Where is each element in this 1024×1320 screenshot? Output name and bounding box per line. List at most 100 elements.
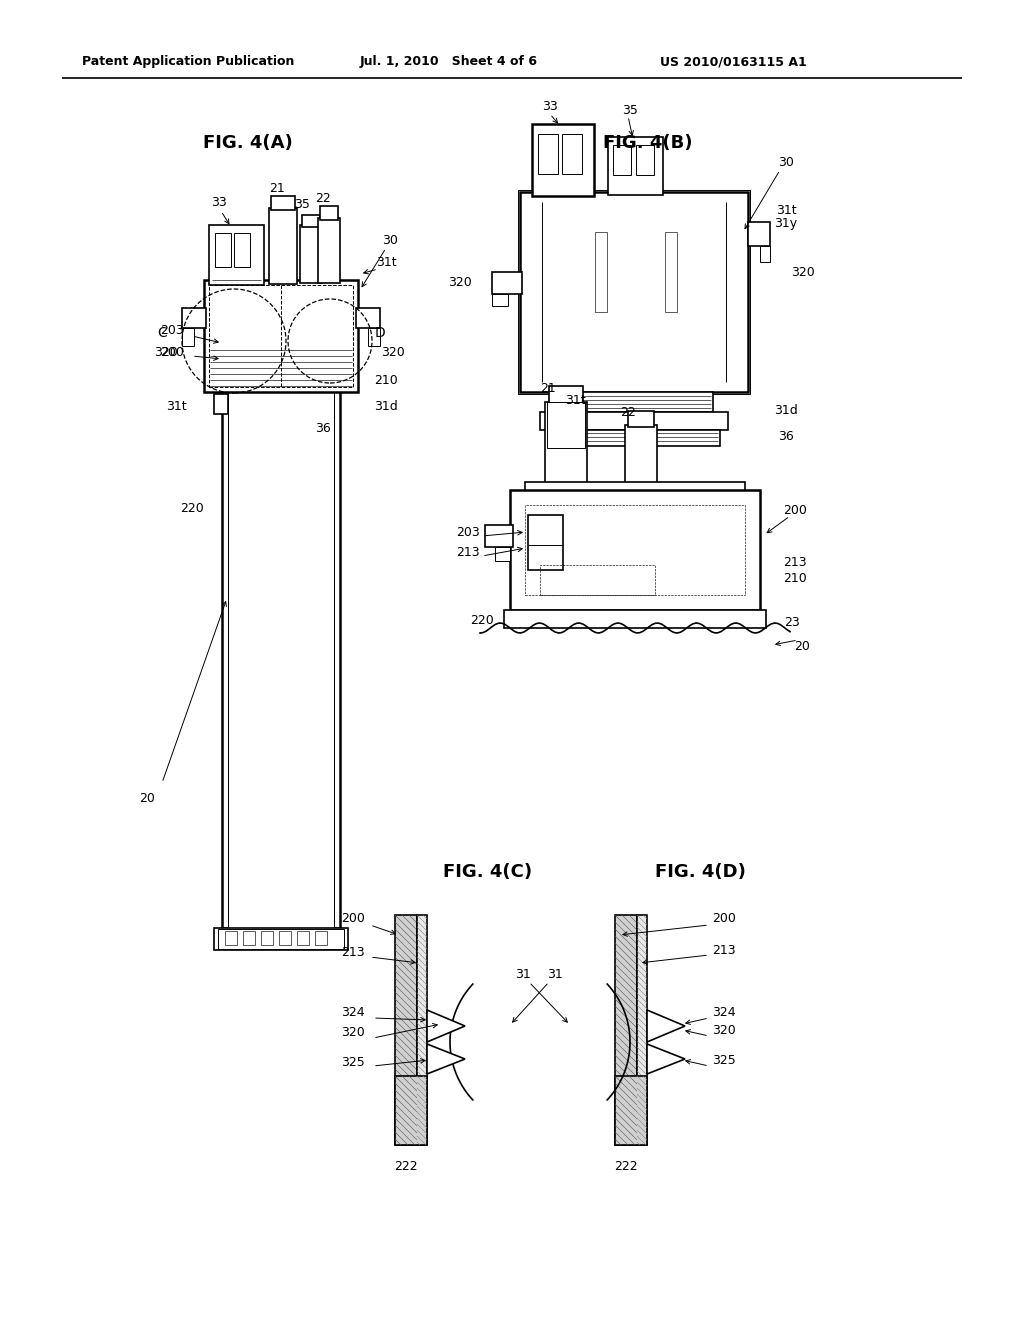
Bar — [214, 393, 228, 414]
Bar — [492, 272, 522, 294]
Bar — [279, 931, 291, 945]
Polygon shape — [647, 1010, 685, 1041]
Bar — [302, 215, 319, 227]
Text: 20: 20 — [139, 792, 155, 804]
Bar — [548, 430, 720, 446]
Text: 320: 320 — [155, 346, 178, 359]
Text: 21: 21 — [269, 181, 285, 194]
Text: 35: 35 — [294, 198, 310, 211]
Text: 31t: 31t — [166, 400, 186, 412]
Text: 213: 213 — [783, 556, 807, 569]
Text: 33: 33 — [542, 99, 558, 112]
Bar — [525, 506, 745, 595]
Bar — [261, 931, 273, 945]
Bar — [318, 218, 340, 282]
Bar — [492, 294, 508, 306]
Bar — [209, 285, 353, 387]
Text: 213: 213 — [712, 944, 735, 957]
Text: 324: 324 — [712, 1006, 735, 1019]
Text: 33: 33 — [211, 197, 227, 210]
Text: 320: 320 — [341, 1026, 365, 1039]
Bar — [228, 388, 334, 928]
Text: Patent Application Publication: Patent Application Publication — [82, 55, 294, 69]
Text: US 2010/0163115 A1: US 2010/0163115 A1 — [660, 55, 807, 69]
Text: FIG. 4(C): FIG. 4(C) — [443, 863, 532, 880]
Text: 30: 30 — [382, 234, 398, 247]
Text: 35: 35 — [622, 103, 638, 116]
Bar — [204, 280, 358, 392]
Text: 325: 325 — [712, 1053, 736, 1067]
Polygon shape — [647, 1044, 685, 1074]
Bar — [271, 195, 295, 210]
Bar — [636, 145, 654, 176]
Text: 22: 22 — [315, 191, 331, 205]
Bar — [485, 525, 513, 546]
Text: 30: 30 — [778, 156, 794, 169]
Text: 21: 21 — [540, 381, 556, 395]
Bar — [628, 411, 654, 426]
Bar — [209, 224, 264, 285]
Text: 210: 210 — [374, 374, 398, 387]
Bar — [319, 206, 338, 220]
Text: 320: 320 — [449, 276, 472, 289]
Bar — [356, 308, 380, 327]
Text: 210: 210 — [783, 572, 807, 585]
Bar — [525, 482, 745, 492]
Text: 20: 20 — [794, 639, 810, 652]
Polygon shape — [427, 1044, 465, 1074]
Text: 222: 222 — [614, 1160, 638, 1173]
Bar — [214, 928, 348, 950]
Text: 22: 22 — [621, 405, 636, 418]
Text: C: C — [157, 326, 167, 341]
Text: 36: 36 — [778, 430, 794, 444]
Text: 31t: 31t — [776, 203, 797, 216]
Bar — [225, 931, 237, 945]
Bar — [234, 234, 250, 267]
Bar — [528, 515, 563, 570]
Bar — [297, 931, 309, 945]
Text: D: D — [375, 326, 385, 341]
Bar — [182, 308, 206, 327]
Text: 200: 200 — [712, 912, 736, 925]
Text: FIG. 4(A): FIG. 4(A) — [203, 135, 293, 152]
Bar — [243, 931, 255, 945]
Bar — [608, 137, 663, 195]
Bar — [269, 209, 297, 284]
Bar — [538, 135, 558, 174]
Bar — [417, 915, 427, 1144]
Bar — [562, 135, 582, 174]
Text: 31: 31 — [515, 969, 530, 982]
Bar — [613, 145, 631, 176]
Polygon shape — [427, 1010, 465, 1041]
Bar — [549, 385, 583, 404]
Text: 213: 213 — [341, 946, 365, 960]
Text: 200: 200 — [783, 503, 807, 516]
Bar — [665, 232, 677, 312]
Bar — [520, 191, 748, 392]
Bar — [395, 915, 417, 1144]
Bar — [182, 327, 194, 346]
Text: 31d: 31d — [774, 404, 798, 417]
Bar — [518, 190, 750, 393]
Bar — [595, 232, 607, 312]
Text: 320: 320 — [381, 346, 404, 359]
Text: 203: 203 — [160, 325, 184, 338]
Text: 325: 325 — [341, 1056, 365, 1068]
Text: 320: 320 — [712, 1023, 736, 1036]
Bar — [532, 124, 594, 195]
Bar — [222, 388, 340, 928]
Bar — [545, 403, 587, 494]
Bar — [540, 412, 728, 430]
Bar — [748, 222, 770, 246]
Bar — [547, 403, 585, 447]
Bar — [395, 1076, 427, 1144]
Bar — [218, 929, 344, 949]
Bar — [300, 224, 322, 282]
Text: FIG. 4(D): FIG. 4(D) — [654, 863, 745, 880]
Text: FIG. 4(B): FIG. 4(B) — [603, 135, 693, 152]
Bar — [504, 610, 766, 628]
Text: 31: 31 — [547, 969, 563, 982]
Text: 220: 220 — [180, 502, 204, 515]
Text: 31t: 31t — [376, 256, 396, 268]
Bar — [315, 931, 327, 945]
